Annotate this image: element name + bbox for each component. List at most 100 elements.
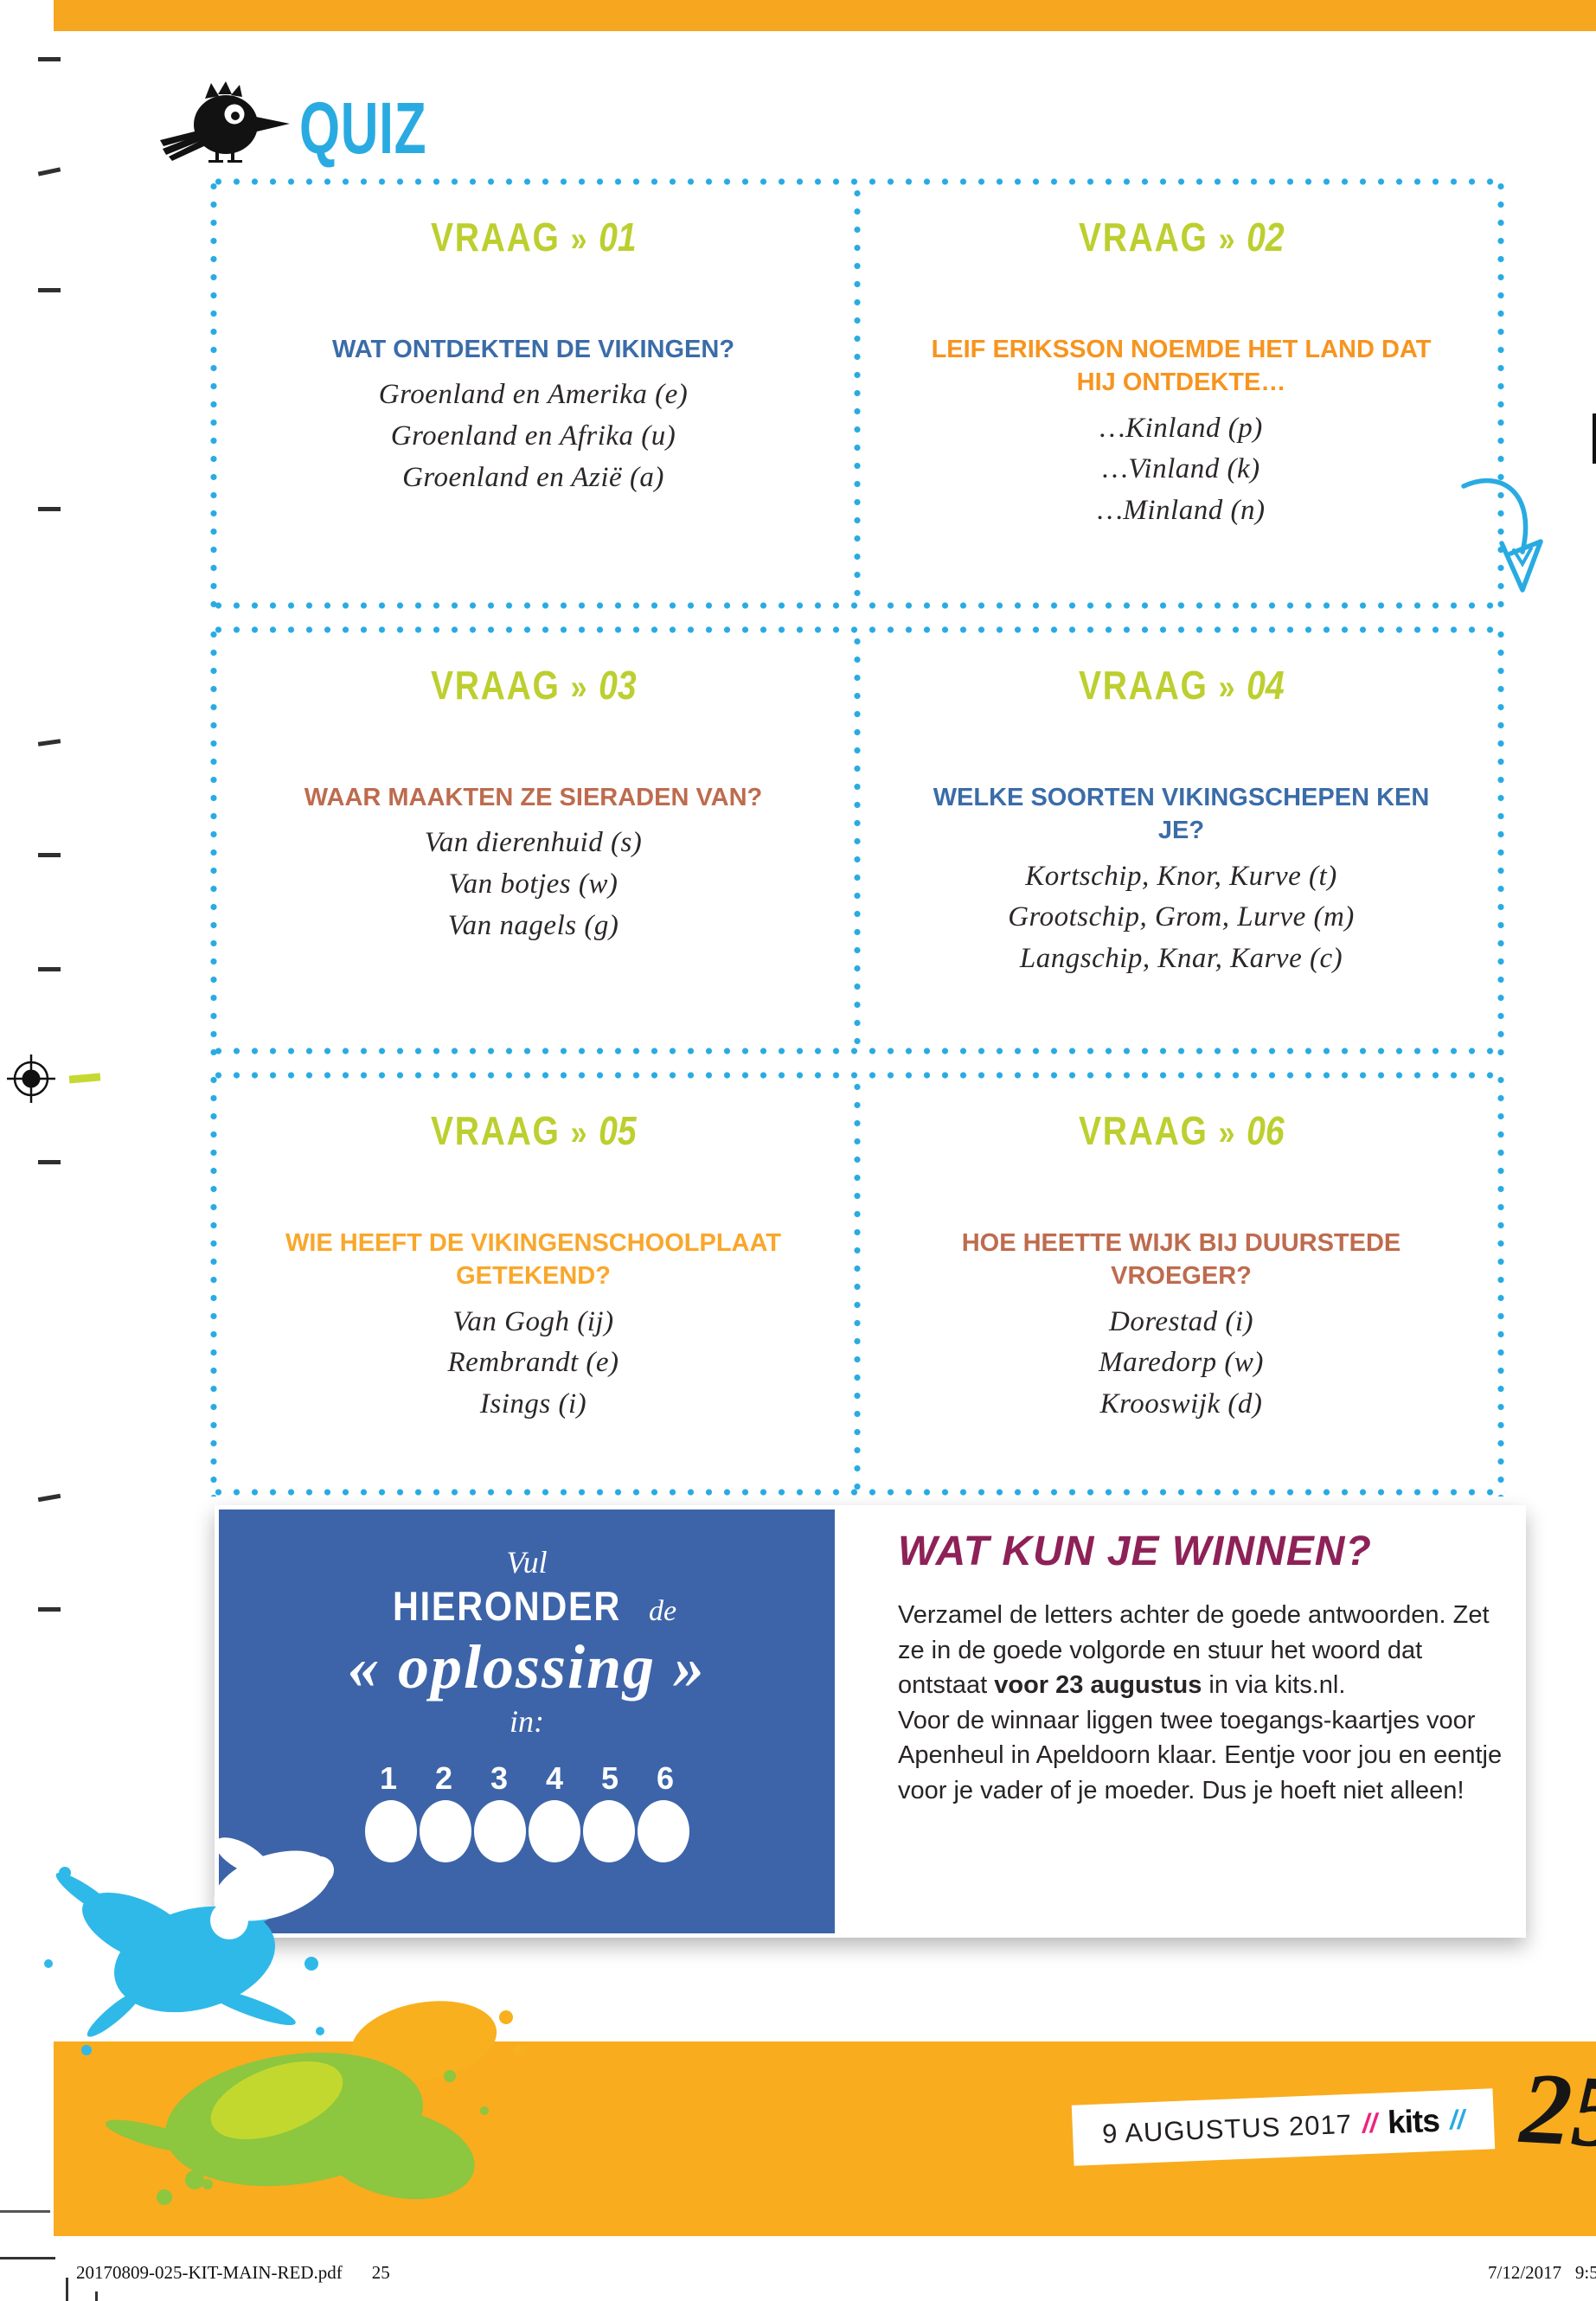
answer-option: Isings (i): [479, 1388, 587, 1420]
solution-number: 6: [656, 1760, 675, 1796]
win-paragraph-1: Verzamel de letters achter de goede antw…: [898, 1598, 1509, 1703]
question-text: WAAR MAAKTEN ZE SIERADEN VAN?: [304, 784, 763, 811]
question-number: 02: [1246, 215, 1285, 260]
chevrons-icon: »: [570, 221, 588, 259]
footer-datetime: 7/12/2017 9:54: [1488, 2262, 1596, 2283]
question-card-06: VRAAG » 06 HOE HEETTE WIJK BIJ DUURSTEDE…: [859, 1071, 1503, 1497]
question-text: HOE HEETTE WIJK BIJ DUURSTEDE VROEGER?: [961, 1229, 1401, 1291]
question-text: LEIF ERIKSSON NOEMDE HET LAND DAT HIJ ON…: [931, 336, 1432, 397]
answer-option: Maredorp (w): [1099, 1347, 1264, 1379]
question-number: 06: [1246, 1108, 1285, 1153]
heading-label: VRAAG: [430, 1108, 561, 1153]
answer-option: Groenland en Amerika (e): [378, 379, 689, 411]
question-heading: VRAAG » 04: [1079, 662, 1285, 708]
heading-label: VRAAG: [1078, 663, 1208, 708]
answer-option: Van Gogh (ij): [452, 1305, 614, 1337]
answer-options: Kortschip, Knor, Kurve (t) Grootschip, G…: [1008, 856, 1355, 981]
answer-option: …Minland (n): [1097, 495, 1266, 527]
win-paragraph-2: Voor de winnaar liggen twee toegangs-kaa…: [898, 1706, 1503, 1804]
quiz-row-2: VRAAG » 03 WAAR MAAKTEN ZE SIERADEN VAN?…: [209, 625, 1505, 1055]
answer-option: Krooswijk (d): [1099, 1388, 1263, 1420]
question-heading: VRAAG » 06: [1079, 1107, 1285, 1154]
print-mark: [37, 167, 61, 176]
solution-circle: [528, 1800, 580, 1862]
chevrons-icon: »: [1218, 221, 1236, 259]
print-mark: [38, 57, 61, 61]
solution-word-de: de: [648, 1595, 677, 1627]
solution-circle: [364, 1800, 417, 1862]
solution-number: 3: [490, 1760, 509, 1796]
registration-mark: [7, 1054, 55, 1103]
print-mark: [38, 967, 61, 971]
print-mark: [37, 739, 61, 747]
solution-circle: [582, 1800, 635, 1862]
solution-circles: [364, 1800, 689, 1862]
solution-line: HIERONDER de: [377, 1582, 676, 1630]
win-section: WAT KUN JE WINNEN? Verzamel de letters a…: [898, 1528, 1509, 1809]
answer-option: Kortschip, Knor, Kurve (t): [1025, 860, 1337, 892]
question-number: 03: [598, 663, 637, 708]
answer-option: Langschip, Knar, Karve (c): [1019, 943, 1343, 975]
answer-option: Van dierenhuid (s): [424, 827, 643, 859]
footer-filename: 20170809-025-KIT-MAIN-RED.pdf 25: [76, 2262, 390, 2284]
answer-option: Van nagels (g): [447, 909, 619, 941]
bird-icon: [160, 81, 290, 163]
answer-option: Rembrandt (e): [447, 1347, 619, 1379]
print-mark: [0, 2257, 55, 2259]
win-text: Verzamel de letters achter de goede antw…: [898, 1598, 1509, 1809]
kits-logo: kits: [1387, 2102, 1440, 2141]
answer-options: …Kinland (p) …Vinland (k) …Minland (n): [1098, 408, 1266, 533]
solution-number: 2: [434, 1760, 453, 1796]
question-card-01: VRAAG » 01 WAT ONTDEKTEN DE VIKINGEN? Gr…: [211, 177, 856, 610]
question-text: WELKE SOORTEN VIKINGSCHEPEN KEN JE?: [933, 784, 1430, 845]
dotted-divider: [853, 632, 862, 1048]
question-heading: VRAAG » 02: [1079, 214, 1285, 260]
question-heading: VRAAG » 01: [431, 214, 637, 260]
print-mark: [66, 2278, 68, 2301]
chevrons-icon: »: [1218, 1114, 1236, 1152]
heading-label: VRAAG: [430, 215, 561, 260]
question-number: 05: [598, 1108, 637, 1153]
solution-word-oplossing: « oplossing »: [347, 1632, 707, 1702]
win-text-bold: voor 23 augustus: [994, 1671, 1202, 1700]
question-text: WIE HEEFT DE VIKINGENSCHOOLPLAAT GETEKEN…: [285, 1229, 782, 1291]
solution-circle: [473, 1800, 526, 1862]
page-title: QUIZ: [299, 87, 427, 169]
crop-mark: [1593, 413, 1596, 464]
solution-word-vul: Vul: [506, 1545, 548, 1580]
win-title: WAT KUN JE WINNEN?: [898, 1529, 1372, 1574]
solution-word-in: in:: [510, 1704, 544, 1739]
quiz-row-1: VRAAG » 01 WAT ONTDEKTEN DE VIKINGEN? Gr…: [209, 177, 1505, 610]
question-text: WAT ONTDEKTEN DE VIKINGEN?: [331, 336, 735, 363]
answer-option: …Kinland (p): [1099, 412, 1263, 444]
question-card-03: VRAAG » 03 WAAR MAAKTEN ZE SIERADEN VAN?…: [211, 625, 856, 1055]
solution-circle: [419, 1800, 471, 1862]
question-card-04: VRAAG » 04 WELKE SOORTEN VIKINGSCHEPEN K…: [859, 625, 1503, 1055]
solution-number: 5: [600, 1760, 619, 1796]
footer: 20170809-025-KIT-MAIN-RED.pdf 25 7/12/201…: [0, 2210, 1596, 2301]
solution-number: 1: [379, 1760, 398, 1796]
solution-circle: [637, 1800, 689, 1862]
solution-number: 4: [545, 1760, 564, 1796]
chevrons-icon: »: [570, 669, 588, 707]
print-mark: [37, 1493, 61, 1503]
question-card-05: VRAAG » 05 WIE HEEFT DE VIKINGENSCHOOLPL…: [211, 1071, 856, 1497]
paint-splatter: [44, 1837, 524, 2205]
print-mark: [38, 1607, 61, 1612]
win-text-part: in via kits.nl.: [1202, 1671, 1346, 1700]
top-accent-bar: [54, 0, 1596, 31]
answer-option: Van botjes (w): [448, 868, 619, 901]
print-mark: [38, 853, 61, 857]
question-number: 01: [598, 215, 637, 260]
dotted-divider: [853, 184, 862, 603]
answer-option: Groenland en Azië (a): [402, 461, 664, 493]
print-mark: [95, 2291, 98, 2301]
slash-separator-magenta: //: [1362, 2107, 1378, 2139]
slash-separator-cyan: //: [1449, 2104, 1465, 2136]
filename-text: 20170809-025-KIT-MAIN-RED.pdf: [76, 2262, 343, 2283]
dotted-divider: [853, 1078, 862, 1490]
footer-page-number: 25: [371, 2262, 390, 2283]
answer-options: Groenland en Amerika (e) Groenland en Af…: [379, 375, 689, 499]
answer-option: Grootschip, Grom, Lurve (m): [1008, 901, 1355, 933]
quiz-row-3: VRAAG » 05 WIE HEEFT DE VIKINGENSCHOOLPL…: [209, 1071, 1505, 1497]
